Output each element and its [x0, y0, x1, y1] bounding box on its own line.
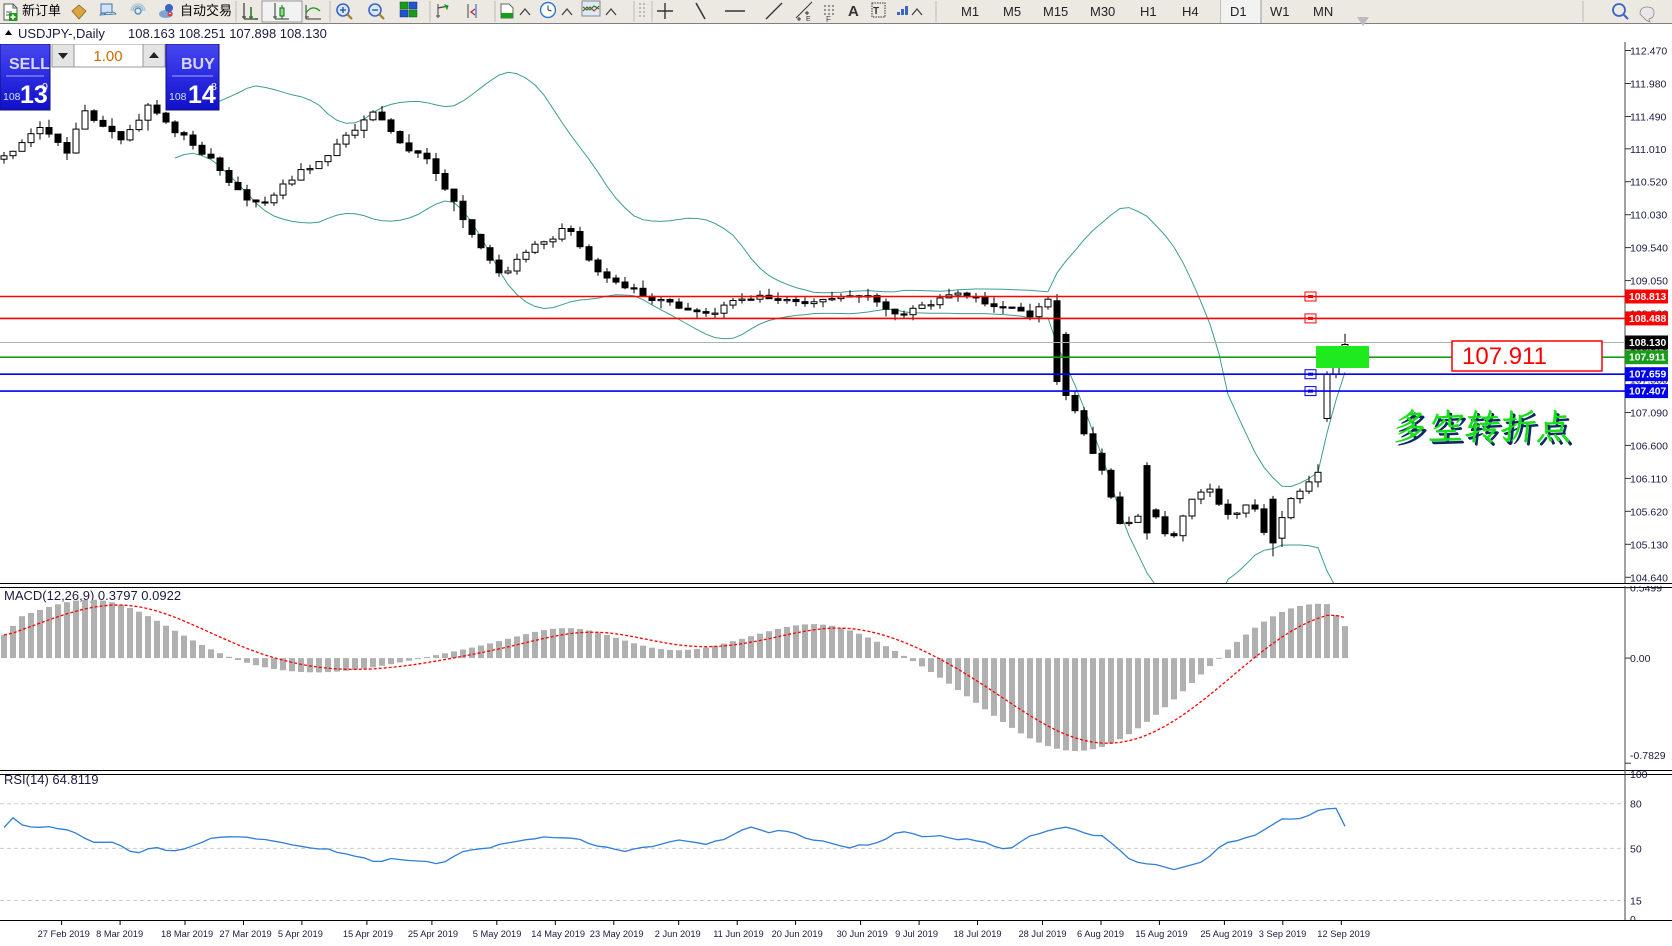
svg-text:E: E	[806, 16, 811, 23]
svg-text:A: A	[848, 3, 859, 20]
svg-text:12 Sep 2019: 12 Sep 2019	[1317, 929, 1370, 939]
svg-text:5 May 2019: 5 May 2019	[473, 929, 522, 939]
svg-text:108.488: 108.488	[1629, 314, 1666, 325]
svg-text:111.980: 111.980	[1630, 79, 1667, 91]
svg-text:25 Aug 2019: 25 Aug 2019	[1200, 929, 1252, 939]
svg-text:106.110: 106.110	[1630, 473, 1667, 485]
svg-text:111.490: 111.490	[1630, 112, 1667, 124]
svg-text:6 Aug 2019: 6 Aug 2019	[1077, 929, 1124, 939]
svg-text:111.010: 111.010	[1630, 144, 1667, 156]
svg-text:15: 15	[1630, 896, 1642, 908]
svg-text:RSI(14) 64.8119: RSI(14) 64.8119	[4, 772, 98, 787]
svg-text:D1: D1	[1230, 4, 1247, 19]
svg-text:M15: M15	[1043, 4, 1068, 19]
svg-text:9 Jul 2019: 9 Jul 2019	[895, 929, 938, 939]
svg-text:MN: MN	[1313, 4, 1333, 19]
svg-text:25 Apr 2019: 25 Apr 2019	[408, 929, 458, 939]
svg-text:11 Jun 2019: 11 Jun 2019	[713, 929, 764, 939]
svg-text:28 Jul 2019: 28 Jul 2019	[1019, 929, 1067, 939]
svg-text:M5: M5	[1003, 4, 1021, 19]
svg-text:108: 108	[3, 91, 21, 103]
svg-text:8: 8	[211, 81, 217, 93]
svg-text:M1: M1	[961, 4, 979, 19]
svg-text:27 Feb 2019: 27 Feb 2019	[38, 929, 90, 939]
svg-text:80: 80	[1630, 799, 1642, 811]
svg-text:14 May 2019: 14 May 2019	[531, 929, 585, 939]
svg-text:109.050: 109.050	[1630, 276, 1668, 288]
svg-text:20 Jun 2019: 20 Jun 2019	[772, 929, 823, 939]
svg-text:15 Apr 2019: 15 Apr 2019	[343, 929, 393, 939]
svg-text:H4: H4	[1182, 4, 1199, 19]
svg-text:3 Sep 2019: 3 Sep 2019	[1259, 929, 1307, 939]
svg-text:107.407: 107.407	[1629, 387, 1666, 398]
svg-text:23 May 2019: 23 May 2019	[590, 929, 644, 939]
svg-text:108.163 108.251 107.898 108.13: 108.163 108.251 107.898 108.130	[128, 26, 327, 41]
svg-text:0.5499: 0.5499	[1630, 586, 1662, 595]
svg-text:BUY: BUY	[181, 56, 215, 73]
svg-text:50: 50	[1630, 843, 1642, 855]
svg-text:SELL: SELL	[9, 56, 50, 73]
svg-text:107.659: 107.659	[1629, 370, 1666, 381]
svg-text:107.090: 107.090	[1630, 408, 1668, 420]
svg-text:108.130: 108.130	[1629, 338, 1666, 349]
svg-text:108: 108	[169, 91, 187, 103]
svg-text:-0.7829: -0.7829	[1630, 750, 1666, 762]
svg-text:105.130: 105.130	[1630, 539, 1668, 551]
svg-text:18 Jul 2019: 18 Jul 2019	[954, 929, 1002, 939]
svg-text:W1: W1	[1270, 4, 1290, 19]
svg-text:0: 0	[42, 81, 48, 93]
svg-text:105.620: 105.620	[1630, 506, 1668, 518]
svg-text:107.911: 107.911	[1629, 353, 1666, 364]
svg-text:H1: H1	[1140, 4, 1157, 19]
svg-text:110.520: 110.520	[1630, 177, 1667, 189]
svg-text:USDJPY-,Daily: USDJPY-,Daily	[18, 26, 105, 41]
svg-text:104.640: 104.640	[1630, 572, 1668, 583]
svg-text:18 Mar 2019: 18 Mar 2019	[161, 929, 213, 939]
svg-text:100: 100	[1630, 770, 1648, 781]
svg-text:多空转折点: 多空转折点	[1390, 403, 1575, 450]
svg-text:自动交易: 自动交易	[180, 3, 232, 18]
svg-text:108.813: 108.813	[1629, 292, 1666, 303]
svg-text:新订单: 新订单	[22, 3, 61, 18]
svg-text:2 Jun 2019: 2 Jun 2019	[655, 929, 701, 939]
svg-text:107.911: 107.911	[1462, 343, 1547, 370]
svg-text:8 Mar 2019: 8 Mar 2019	[96, 929, 143, 939]
svg-text:F: F	[826, 15, 831, 23]
svg-text:110.030: 110.030	[1630, 210, 1667, 222]
svg-text:15 Aug 2019: 15 Aug 2019	[1135, 929, 1187, 939]
svg-text:0.00: 0.00	[1630, 653, 1651, 665]
svg-text:5 Apr 2019: 5 Apr 2019	[278, 929, 323, 939]
svg-text:112.470: 112.470	[1630, 46, 1667, 58]
svg-text:1.00: 1.00	[93, 48, 122, 65]
svg-text:30 Jun 2019: 30 Jun 2019	[837, 929, 888, 939]
svg-text:27 Mar 2019: 27 Mar 2019	[220, 929, 272, 939]
svg-text:T: T	[873, 6, 879, 17]
svg-text:106.600: 106.600	[1630, 440, 1668, 452]
svg-text:M30: M30	[1090, 4, 1115, 19]
svg-text:109.540: 109.540	[1630, 243, 1668, 255]
